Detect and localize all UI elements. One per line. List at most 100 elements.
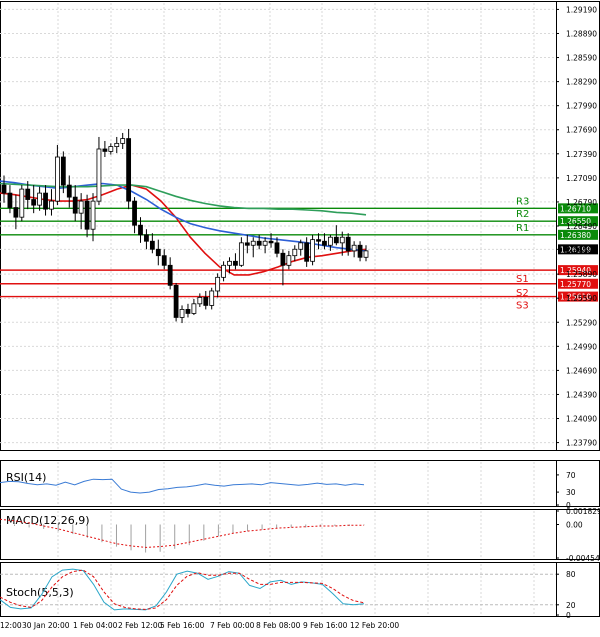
level-r3-price: 1.26710	[560, 204, 591, 213]
y-tick-label: 1.28890	[566, 29, 597, 38]
candle-body	[333, 236, 339, 244]
candle-body	[138, 224, 143, 236]
y-tick-label: 1.24390	[566, 390, 597, 399]
level-s2-price-box	[558, 278, 598, 289]
candle-body	[126, 138, 132, 202]
candle-body	[304, 242, 310, 262]
candle-body	[238, 242, 244, 266]
rsi-tick-label: 0	[566, 501, 571, 510]
level-s2-price: 1.25770	[560, 280, 591, 289]
candle-body	[268, 240, 274, 244]
candle-body	[280, 252, 286, 266]
candle-body	[327, 236, 333, 246]
rsi-tick-label: 30	[566, 488, 576, 497]
candle-body	[155, 248, 161, 257]
candle-body	[357, 244, 363, 258]
candle-body	[197, 296, 203, 305]
y-tick-label: 1.24990	[566, 342, 597, 351]
y-tick-label: 1.26490	[566, 222, 597, 231]
macd-tick-label: -0.004542	[566, 554, 600, 563]
level-s1-label: S1	[516, 274, 529, 285]
candle-body	[262, 240, 268, 246]
candle-body	[233, 260, 238, 266]
candle-body	[161, 255, 167, 266]
level-s1-price: 1.25940	[560, 266, 591, 275]
candle-body	[185, 309, 191, 314]
candle-body	[286, 255, 292, 266]
y-tick-label: 1.29190	[566, 5, 597, 14]
level-s1-price-box	[558, 265, 598, 276]
candle-body	[215, 276, 221, 292]
candle-body	[149, 240, 155, 250]
candle-body	[345, 236, 351, 252]
candle-body	[316, 239, 321, 242]
x-tick-label: 12:00	[0, 621, 22, 630]
candle-body	[256, 240, 262, 246]
candle-body	[167, 264, 173, 286]
x-tick-label: 1 Feb 04:00	[73, 621, 118, 630]
candle-body	[1, 184, 7, 194]
y-tick-label: 1.27390	[566, 150, 597, 159]
candle-body	[108, 146, 114, 152]
candle-body	[250, 240, 256, 246]
candle-body	[310, 239, 315, 262]
stoch-title: Stoch(5,5,3)	[6, 586, 74, 599]
candle-body	[292, 248, 298, 257]
level-s3-price-box	[558, 291, 598, 302]
stoch-tick-label: 80	[566, 570, 576, 579]
y-tick-label: 1.24690	[566, 366, 597, 375]
candle-body	[78, 200, 84, 214]
candle-body	[84, 200, 90, 230]
candle-body	[13, 207, 19, 218]
candle-body	[37, 192, 43, 206]
candle-body	[102, 148, 108, 152]
current-price-label: 1.26199	[560, 245, 591, 254]
x-tick-label: 12 Feb 20:00	[350, 621, 399, 630]
candle-body	[72, 196, 78, 214]
macd-title: MACD(12,26,9)	[6, 514, 90, 527]
candle-body	[298, 242, 304, 250]
candle-body	[132, 200, 137, 226]
y-tick-label: 1.24090	[566, 415, 597, 424]
candle-body	[363, 250, 369, 258]
candle-body	[114, 142, 120, 147]
level-r1-price-box	[558, 229, 598, 240]
candle-body	[25, 188, 31, 200]
y-tick-label: 1.26790	[566, 198, 597, 207]
level-r2-price: 1.26550	[560, 217, 591, 226]
x-tick-label: 7 Feb 00:00	[210, 621, 255, 630]
y-tick-label: 1.27990	[566, 102, 597, 111]
candle-body	[191, 303, 197, 314]
rsi-tick-label: 70	[566, 471, 576, 480]
candle-body	[144, 234, 149, 242]
y-tick-label: 1.28290	[566, 78, 597, 87]
candle-body	[60, 156, 66, 186]
candle-body	[221, 264, 226, 278]
candle-body	[7, 192, 13, 208]
y-tick-label: 1.28590	[566, 54, 597, 63]
level-s2-label: S2	[516, 288, 529, 299]
candle-body	[244, 242, 250, 246]
macd-tick-label: 0.00	[566, 520, 583, 529]
candles	[1, 128, 369, 324]
y-tick-label: 1.25290	[566, 318, 597, 327]
x-tick-label: 2 Feb 12:00	[118, 621, 163, 630]
y-tick-label: 1.25590	[566, 294, 597, 303]
level-r2-price-box	[558, 216, 598, 227]
panel-frames	[0, 1, 600, 617]
candle-body	[351, 244, 357, 252]
current-price-box	[558, 244, 598, 255]
level-r3-price-box	[558, 203, 598, 214]
level-s3-price: 1.25610	[560, 293, 591, 302]
candle-body	[173, 284, 179, 318]
candle-body	[120, 138, 126, 144]
support-resistance-levels: R3 1.26710 R2 1.26550 R1 1.26380 S1 1.25940 S2 1.…	[0, 196, 598, 312]
candle-body	[274, 242, 280, 254]
x-tick-label: 8 Feb 08:00	[256, 621, 301, 630]
level-s3-label: S3	[516, 301, 529, 312]
candle-body	[66, 184, 72, 198]
stoch-d-line	[0, 569, 365, 610]
candle-body	[49, 200, 54, 210]
